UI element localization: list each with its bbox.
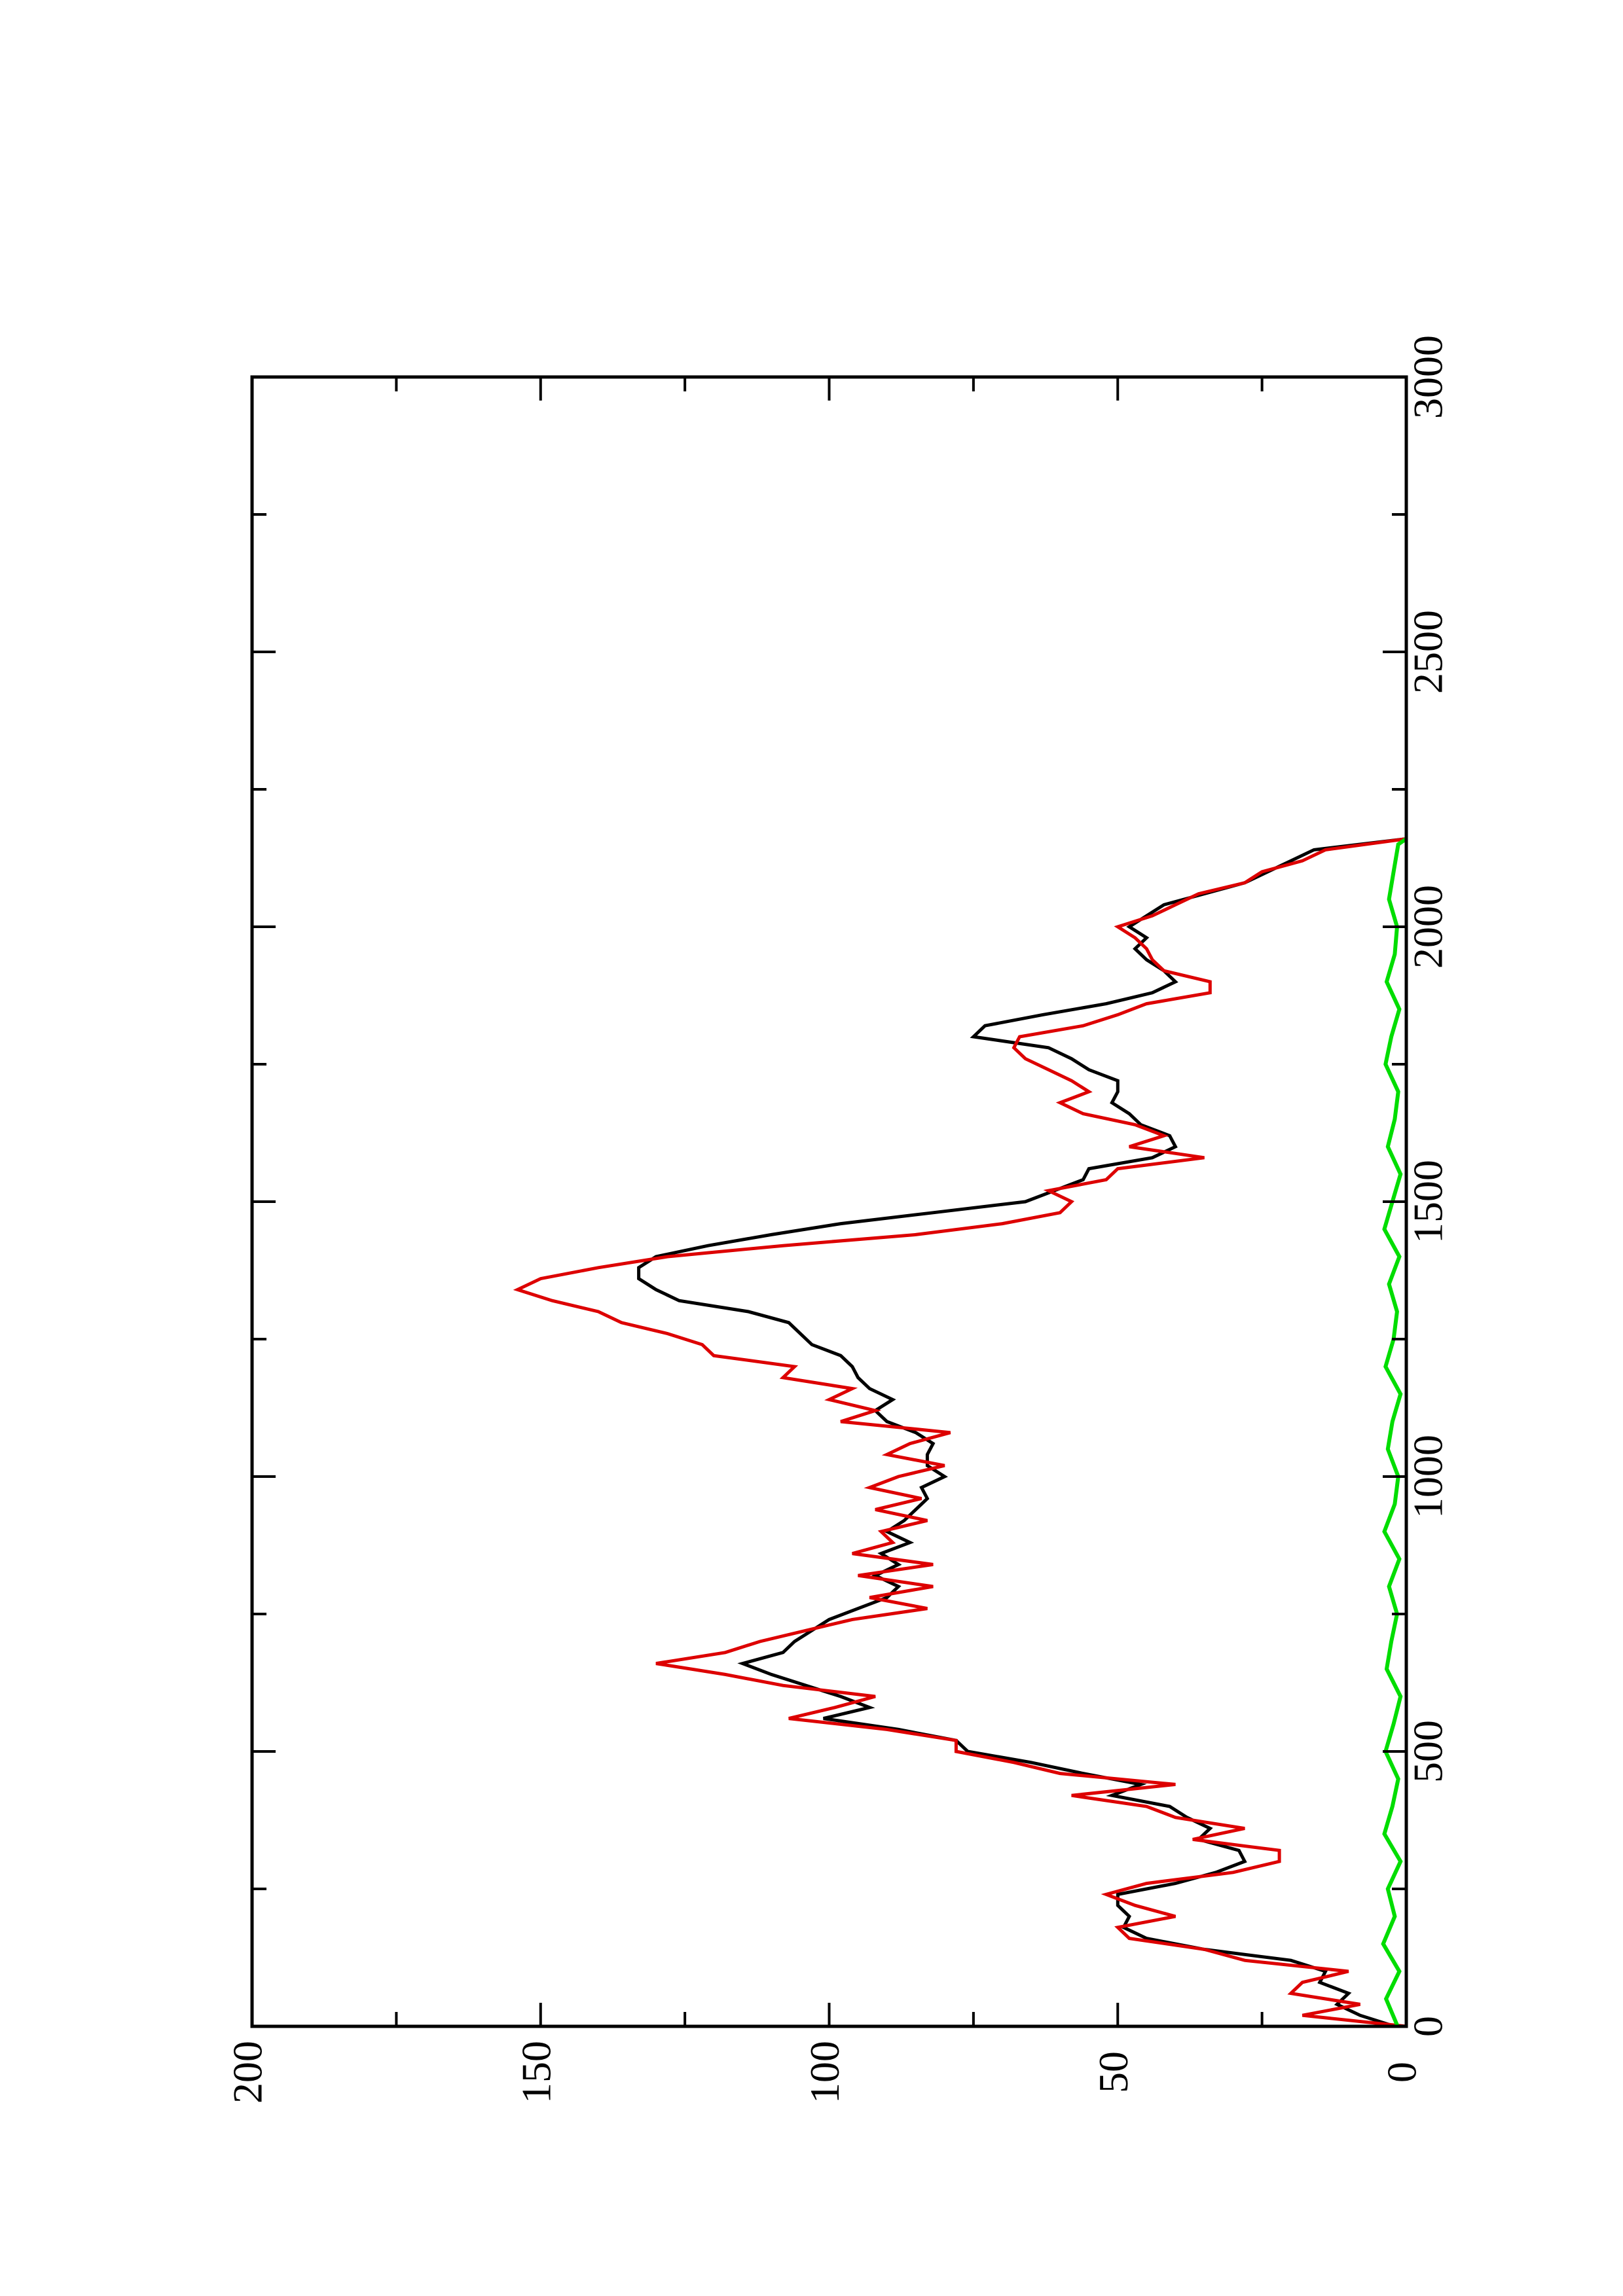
x-tick-label: 500 — [1405, 1720, 1451, 1783]
y-tick-label: 200 — [225, 2041, 271, 2104]
x-tick-label: 2000 — [1405, 885, 1451, 969]
y-axis: 0 50 100 150 200 — [225, 377, 1425, 2104]
x-tick-label: 0 — [1405, 2016, 1451, 2037]
x-tick-label: 2500 — [1405, 610, 1451, 694]
x-tick-label: 1000 — [1405, 1435, 1451, 1518]
x-tick-label: 1500 — [1405, 1160, 1451, 1244]
series-line-1 — [637, 837, 1407, 2028]
x-axis: 0 500 1000 1500 2000 2500 3000 — [252, 335, 1451, 2037]
plot-frame — [250, 375, 1408, 2028]
x-tick-label: 3000 — [1405, 335, 1451, 419]
y-tick-label: 50 — [1090, 2051, 1137, 2093]
series-line-2 — [513, 837, 1407, 2028]
series-layer — [513, 837, 1408, 2028]
y-tick-label: 150 — [513, 2041, 559, 2104]
series-line-3 — [1381, 837, 1408, 2028]
y-tick-label: 100 — [801, 2041, 848, 2104]
y-tick-label: 0 — [1379, 2062, 1425, 2083]
